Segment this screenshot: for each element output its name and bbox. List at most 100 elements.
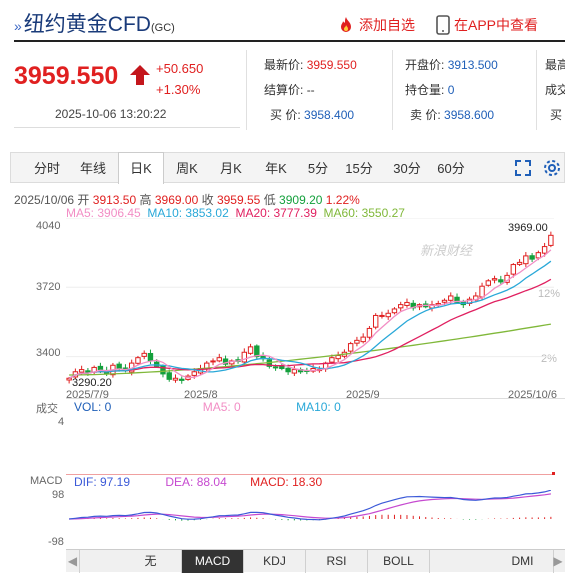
candle [491,278,498,281]
candle [529,255,535,260]
candle [279,365,285,370]
candle [404,301,410,306]
view-in-app-button[interactable]: 在APP中查看 [436,15,538,35]
add-watchlist-button[interactable]: 添加自选 [337,15,415,35]
macd-legend: DIF: 97.19 DEA: 88.04 MACD: 18.30 [74,475,323,489]
tab-daily-k[interactable]: 日K [118,152,164,184]
quote-time: 2025-10-06 13:20:22 [55,107,167,121]
ma5-legend: MA5: 3906.45 [66,206,141,220]
x-tick: 2025/10/6 [508,389,557,401]
candle [347,343,354,352]
candle [516,261,523,265]
indicator-tab-rsi[interactable]: RSI [306,550,368,573]
latest-price-field: 最新价: 3959.550 [264,58,357,72]
tab-15min[interactable]: 15分 [345,161,373,176]
scroll-left-icon[interactable]: ◀ [66,550,80,573]
macd-label: MACD [30,475,63,487]
ohlc-info: 2025/10/06 开 3913.50 高 3969.00 收 3959.55… [14,193,360,207]
volume-bar [552,472,555,475]
macd-y-top: 98 [52,489,65,501]
candle [141,352,147,357]
candle [222,358,229,365]
macd-y-bottom: -98 [48,536,64,548]
candle [498,279,504,283]
settings-icon[interactable] [543,159,561,177]
candle [485,280,492,286]
candle [523,255,529,265]
divider [66,398,565,399]
divider [392,50,393,130]
add-watchlist-label: 添加自选 [359,17,415,33]
candlestick-chart[interactable] [66,218,560,388]
ma20-legend: MA20: 3777.39 [235,206,317,220]
candle [335,355,341,360]
min-price-label: 3290.20 [72,377,112,389]
pct-tick: 12% [538,288,561,300]
tab-5min[interactable]: 5分 [307,161,329,176]
candle [398,304,404,309]
volume-legend: VOL: 0 MA5: 0 MA10: 0 [74,400,341,414]
candle [97,365,104,371]
candle [354,339,360,344]
volume-zero-line [66,474,555,475]
y-tick: 3720 [36,281,61,293]
candle [510,264,517,275]
candle [216,357,222,362]
macd-chart[interactable] [66,490,560,548]
tab-60min[interactable]: 60分 [437,161,465,176]
candle [191,371,197,376]
indicator-tab-macd[interactable]: MACD [182,550,244,573]
scroll-right-icon[interactable]: ▶ [553,554,563,568]
divider [246,50,247,130]
candle [441,299,448,303]
indicator-tab-boll[interactable]: BOLL [368,550,430,573]
indicator-tab-bar: ◀ 无 MACD KDJ RSI BOLL DMI ▶ [66,549,565,573]
open-interest-field: 持仓量: 0 [405,83,455,97]
tab-intraday[interactable]: 分时 [33,161,60,176]
candle [210,360,216,363]
candle [391,308,398,314]
settle-price-field: 结算价: -- [264,83,315,97]
price-change: +50.650 [156,61,204,76]
candle [179,378,185,381]
pct-tick: 2% [541,353,557,365]
candle [541,246,548,254]
candle [329,357,335,363]
candle [385,312,391,318]
indicator-tab-none[interactable]: 无 [120,550,182,573]
up-arrow-icon [130,65,150,85]
candle [172,377,179,381]
candle [166,372,172,380]
volume-y-tick: 4 [58,416,65,428]
candle [291,369,298,374]
max-price-label: 3969.00 [508,222,548,234]
tab-yearline[interactable]: 年线 [79,161,106,176]
volume-label: 成交 [36,403,58,415]
ask-price-field: 卖 价: 3958.600 [410,108,495,122]
tab-monthly-k[interactable]: 月K [220,161,242,176]
candle [254,345,260,358]
y-tick: 3400 [36,347,61,359]
high-price-field: 最高 [545,58,565,72]
indicator-tab-dmi[interactable]: DMI [492,550,554,573]
candle [360,336,366,343]
candle [116,363,122,370]
indicator-tab-kdj[interactable]: KDJ [244,550,306,573]
candle [285,367,291,373]
fullscreen-icon[interactable] [514,159,532,177]
open-price-field: 开盘价: 3913.500 [405,58,498,72]
chevron-icon: » [14,18,22,34]
tab-30min[interactable]: 30分 [393,161,421,176]
candle [78,369,85,373]
bid-volume-field: 买 [550,108,563,122]
divider [536,50,537,130]
candle [448,295,454,301]
view-in-app-label: 在APP中查看 [454,17,539,33]
tab-weekly-k[interactable]: 周K [176,161,198,176]
y-tick: 4040 [36,220,61,232]
tab-yearly-k[interactable]: 年K [265,161,287,176]
candle [454,296,460,303]
candle [372,314,379,328]
candle [548,234,554,246]
volume-field: 成交 [545,83,565,97]
